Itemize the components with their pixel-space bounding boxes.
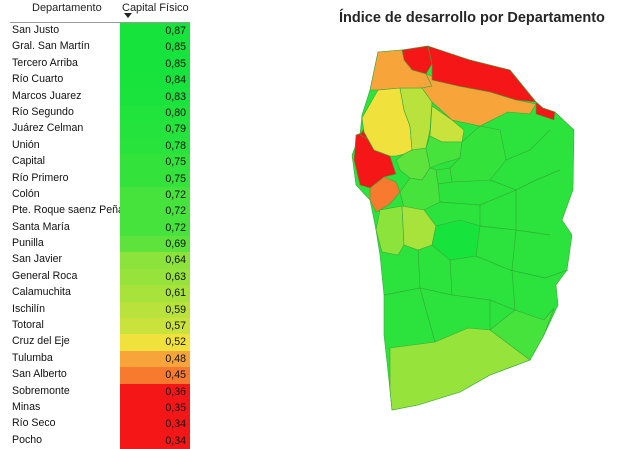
capital-value: 0,59 — [120, 301, 190, 319]
table-row[interactable]: Marcos Juarez 0,83 — [10, 88, 190, 105]
table-row[interactable]: Santa María 0,72 — [10, 219, 190, 237]
capital-value: 0,85 — [120, 55, 190, 73]
capital-value: 0,72 — [120, 219, 190, 237]
department-name: Pocho — [12, 433, 43, 446]
capital-value: 0,34 — [120, 416, 190, 433]
department-name: Tulumba — [12, 351, 53, 364]
capital-value: 0,69 — [120, 236, 190, 253]
department-name: Minas — [12, 400, 41, 413]
region-san-alberto[interactable] — [369, 176, 401, 213]
capital-value: 0,36 — [120, 383, 190, 400]
capital-value: 0,84 — [120, 72, 190, 89]
department-name: Río Segundo — [12, 105, 74, 118]
department-name: Colón — [12, 187, 40, 200]
region-rio-seco-tip[interactable] — [535, 101, 556, 121]
table-row[interactable]: Pte. Roque saenz Peña 0,72 — [10, 203, 190, 220]
capital-value: 0,78 — [120, 137, 190, 155]
department-name: Capital — [12, 155, 45, 168]
table-row[interactable]: Colón 0,72 — [10, 186, 190, 204]
table-row[interactable]: San Javier 0,64 — [10, 252, 190, 269]
department-name: Sobremonte — [12, 384, 70, 397]
department-name: San Javier — [12, 253, 63, 266]
table-row[interactable]: Río Cuarto 0,84 — [10, 72, 190, 89]
table-row[interactable]: Punilla 0,69 — [10, 236, 190, 253]
region-capital[interactable] — [435, 167, 453, 185]
region-colon[interactable] — [425, 135, 463, 169]
department-name: Punilla — [12, 237, 44, 250]
cordoba-department-map — [351, 45, 575, 411]
department-name: Gral. San Martín — [12, 40, 90, 53]
capital-value: 0,57 — [120, 318, 190, 335]
region-general-roca[interactable] — [389, 327, 531, 411]
column-header-department[interactable]: Departamento — [32, 2, 102, 14]
table-row[interactable]: Minas 0,35 — [10, 399, 190, 417]
department-name: Juárez Celman — [12, 122, 84, 135]
department-name: Calamuchita — [12, 286, 71, 299]
table-row[interactable]: Cruz del Eje 0,52 — [10, 334, 190, 351]
department-name: Cruz del Eje — [12, 335, 70, 348]
table-row[interactable]: Pocho 0,34 — [10, 432, 190, 449]
table-row[interactable]: Ischilín 0,59 — [10, 301, 190, 319]
capital-value: 0,64 — [120, 252, 190, 269]
department-name: Totoral — [12, 319, 44, 332]
department-borders — [383, 129, 569, 343]
table-row[interactable]: San Alberto 0,45 — [10, 367, 190, 384]
table-body: San Justo 0,87 Gral. San Martín 0,85 Tercero… — [10, 23, 190, 449]
department-name: Ischilín — [12, 302, 45, 315]
column-header-capital[interactable]: Capital Físico — [122, 2, 189, 14]
table-row[interactable]: Totoral 0,57 — [10, 318, 190, 335]
department-name: Tercero Arriba — [12, 56, 78, 69]
capital-value: 0,72 — [120, 203, 190, 220]
region-santa-maria[interactable] — [399, 167, 441, 211]
table-row[interactable]: Río Segundo 0,80 — [10, 104, 190, 122]
capital-value: 0,35 — [120, 399, 190, 417]
table-row[interactable]: Capital 0,75 — [10, 154, 190, 171]
table-row[interactable]: Calamuchita 0,61 — [10, 285, 190, 302]
region-rio-seco[interactable] — [427, 45, 537, 103]
table-row[interactable]: Juárez Celman 0,79 — [10, 121, 190, 138]
capital-value: 0,72 — [120, 186, 190, 204]
department-name: Marcos Juarez — [12, 89, 82, 102]
capital-value: 0,34 — [120, 432, 190, 449]
department-name: Río Cuarto — [12, 73, 64, 86]
table-header: Departamento Capital Físico — [10, 0, 190, 23]
table-row[interactable]: Sobremonte 0,36 — [10, 383, 190, 400]
department-name: Río Primero — [12, 171, 69, 184]
table-row[interactable]: Unión 0,78 — [10, 137, 190, 155]
department-name: San Justo — [12, 24, 60, 36]
department-name: San Alberto — [12, 368, 67, 381]
map-title: Índice de desarrollo por Departamento — [339, 10, 605, 26]
department-name: Santa María — [12, 220, 70, 233]
department-table: Departamento Capital Físico San Justo 0,8… — [10, 0, 190, 449]
department-name: Unión — [12, 138, 40, 151]
capital-value: 0,80 — [120, 104, 190, 122]
table-row[interactable]: Río Primero 0,75 — [10, 170, 190, 187]
capital-value: 0,75 — [120, 170, 190, 187]
sort-descending-icon[interactable] — [124, 13, 132, 18]
capital-value: 0,63 — [120, 268, 190, 286]
capital-value: 0,45 — [120, 367, 190, 384]
capital-value: 0,87 — [120, 23, 190, 40]
capital-value: 0,61 — [120, 285, 190, 302]
table-row[interactable]: General Roca 0,63 — [10, 268, 190, 286]
table-row[interactable]: Gral. San Martín 0,85 — [10, 39, 190, 56]
capital-value: 0,52 — [120, 334, 190, 351]
table-row[interactable]: Río Seco 0,34 — [10, 416, 190, 433]
capital-value: 0,79 — [120, 121, 190, 138]
capital-value: 0,83 — [120, 88, 190, 105]
department-name: Río Seco — [12, 417, 56, 430]
department-name: Pte. Roque saenz Peña — [12, 204, 124, 217]
department-name: General Roca — [12, 269, 78, 282]
table-row[interactable]: Tulumba 0,48 — [10, 350, 190, 368]
table-row[interactable]: San Justo 0,87 — [10, 23, 190, 40]
capital-value: 0,75 — [120, 154, 190, 171]
capital-value: 0,85 — [120, 39, 190, 56]
table-row[interactable]: Tercero Arriba 0,85 — [10, 55, 190, 73]
capital-value: 0,48 — [120, 350, 190, 368]
